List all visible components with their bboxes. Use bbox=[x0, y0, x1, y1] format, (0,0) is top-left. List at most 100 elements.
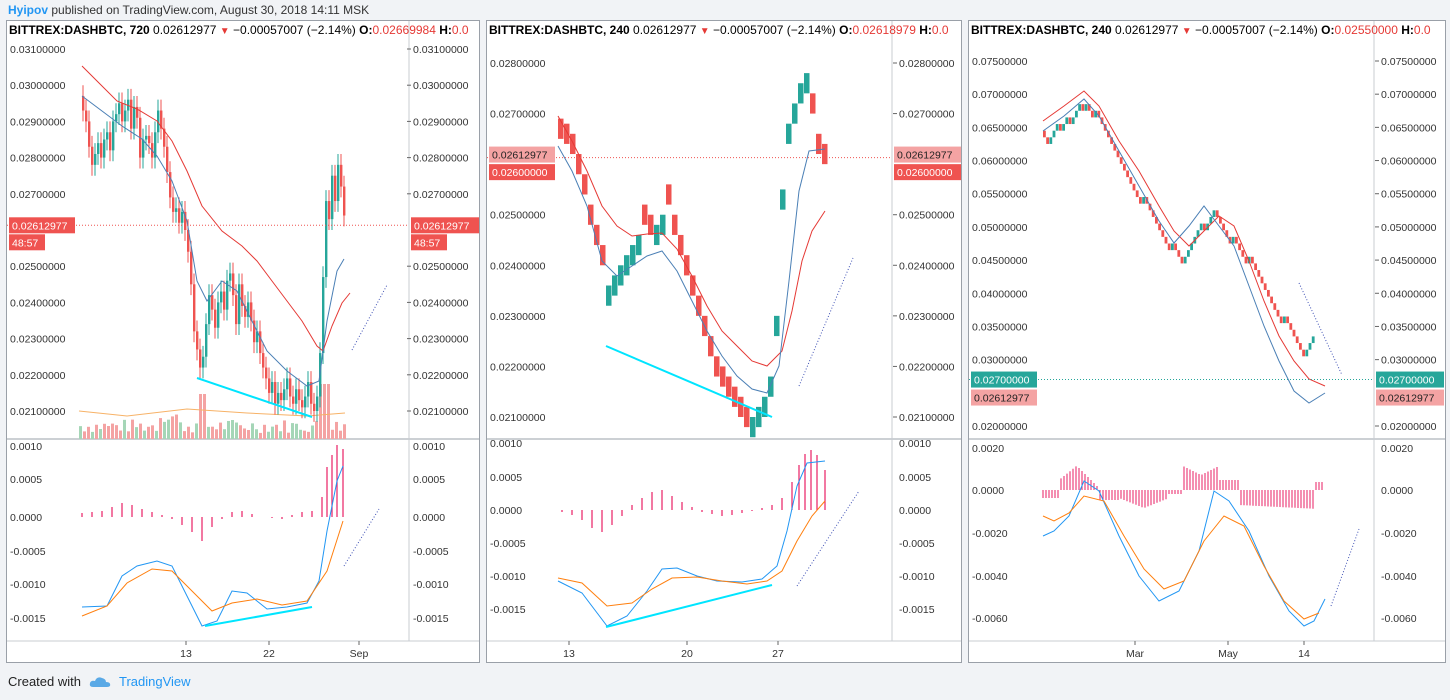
renko-brick bbox=[1270, 296, 1273, 304]
volume-bar bbox=[235, 422, 238, 439]
price-axis-right[interactable]: 0.03100000 0.03000000 0.02900000 0.02800000… bbox=[407, 44, 469, 418]
macd-axis-right[interactable]: 0.0010 0.0005 0.0000 -0.0005 -0.0010 -0.0015 bbox=[413, 441, 449, 625]
macd-tick-left: -0.0005 bbox=[10, 546, 46, 558]
price-tick-left: 0.04000000 bbox=[972, 288, 1028, 300]
time-axis[interactable]: 13 22 Sep bbox=[180, 641, 368, 660]
renko-brick bbox=[558, 118, 564, 139]
timer-badge-left-text: 48:57 bbox=[12, 237, 38, 249]
renko-brick bbox=[1052, 130, 1056, 138]
candle-body bbox=[256, 331, 259, 343]
macd-axis-right[interactable]: 0.0020 0.0000 -0.0020 -0.0040 -0.0060 bbox=[1381, 443, 1417, 625]
volume-bar bbox=[175, 414, 178, 439]
price-tick-right: 0.02500000 bbox=[899, 210, 955, 222]
price-tick-left: 0.02400000 bbox=[490, 260, 546, 272]
renko-brick bbox=[1126, 170, 1129, 178]
open-value: 0.02618979 bbox=[852, 23, 916, 37]
renko-brick bbox=[1081, 104, 1085, 111]
renko-brick bbox=[1167, 243, 1171, 251]
macd-tick-left: 0.0010 bbox=[490, 438, 522, 450]
volume-bar bbox=[211, 426, 214, 439]
price-divergence-line bbox=[605, 345, 773, 418]
renko-brick bbox=[630, 245, 636, 266]
volume-bar bbox=[155, 430, 158, 439]
candle-body bbox=[121, 103, 124, 122]
symbol-label[interactable]: BITTREX:DASHBTC, 720 bbox=[9, 23, 150, 37]
price-tick-left: 0.07000000 bbox=[972, 89, 1028, 101]
time-tick: 27 bbox=[772, 648, 784, 660]
macd-tick-left: 0.0000 bbox=[972, 485, 1004, 497]
price-projection-arrow bbox=[798, 257, 854, 387]
volume-bar bbox=[283, 420, 286, 439]
price-badge-right-text: 0.02612977 bbox=[1379, 393, 1435, 405]
price-tick-right: 0.02500000 bbox=[413, 261, 469, 273]
candle-body bbox=[178, 208, 181, 223]
price-badge-right-text: 0.02612977 bbox=[897, 150, 953, 162]
renko-brick bbox=[1059, 124, 1062, 131]
chart-canvas[interactable]: 0.02800000 0.02700000 0.02500000 0.02400000… bbox=[487, 21, 962, 663]
macd-tick-left: -0.0010 bbox=[10, 579, 46, 591]
renko-brick bbox=[1302, 349, 1305, 357]
candle-body bbox=[169, 172, 172, 198]
volume-bar bbox=[327, 384, 330, 439]
renko-brick bbox=[1151, 210, 1155, 217]
price-badge-left-bg bbox=[9, 217, 75, 234]
candle-body bbox=[148, 135, 151, 144]
renko-brick bbox=[786, 123, 792, 144]
high-label: H: bbox=[919, 23, 932, 37]
level-badge-right-bg bbox=[1376, 371, 1444, 388]
signal-line bbox=[1042, 495, 1320, 620]
open-label: O: bbox=[359, 23, 373, 37]
high-value: 0.0 bbox=[451, 23, 469, 37]
renko-brick bbox=[1260, 276, 1264, 284]
renko-brick bbox=[1164, 236, 1168, 244]
candle-body bbox=[238, 284, 241, 325]
renko-brick bbox=[1292, 329, 1296, 337]
renko-brick bbox=[1129, 177, 1133, 184]
macd-indicator bbox=[1042, 466, 1326, 627]
renko-brick bbox=[714, 356, 720, 377]
chart-panel-3[interactable]: BITTREX:DASHBTC, 240 0.02612977 ▼ −0.000… bbox=[968, 20, 1446, 663]
chart-panel-1[interactable]: BITTREX:DASHBTC, 720 0.02612977 ▼ −0.000… bbox=[6, 20, 480, 663]
macd-axis-right[interactable]: 0.0010 0.0005 0.0000 -0.0005 -0.0010 -0.0015 bbox=[899, 438, 935, 616]
volume-bar bbox=[119, 430, 122, 439]
price-axis-right[interactable]: 0.07500000 0.07000000 0.06500000 0.06000000… bbox=[1375, 56, 1437, 433]
price-tick-left: 0.05500000 bbox=[972, 189, 1028, 201]
macd-projection-arrow bbox=[796, 490, 860, 587]
macd-axis-left: 0.0020 0.0000 -0.0020 -0.0040 -0.0060 bbox=[972, 443, 1008, 625]
timer-badge-right-text: 48:57 bbox=[414, 237, 440, 249]
price-tick-right: 0.03500000 bbox=[1381, 321, 1437, 333]
renko-brick bbox=[606, 285, 612, 306]
symbol-label[interactable]: BITTREX:DASHBTC, 240 bbox=[971, 23, 1112, 37]
last-price: 0.02612977 bbox=[1115, 23, 1179, 37]
renko-brick bbox=[1241, 250, 1245, 257]
renko-brick bbox=[1251, 256, 1254, 264]
candle-body bbox=[340, 164, 343, 187]
author-link[interactable]: Hyipov bbox=[8, 3, 49, 17]
time-axis[interactable]: 13 20 27 bbox=[563, 641, 784, 660]
renko-brick bbox=[1071, 117, 1075, 125]
volume-bars bbox=[78, 384, 346, 439]
volume-bar bbox=[143, 430, 146, 439]
price-tick-right: 0.02700000 bbox=[413, 189, 469, 201]
renko-brick bbox=[1110, 137, 1113, 144]
volume-bar bbox=[127, 431, 130, 439]
time-axis[interactable]: Mar May 14 bbox=[1126, 641, 1310, 660]
renko-brick bbox=[1283, 316, 1286, 324]
chart-panel-2[interactable]: BITTREX:DASHBTC, 240 0.02612977 ▼ −0.000… bbox=[486, 20, 962, 663]
candle-body bbox=[160, 110, 163, 129]
candle-body bbox=[268, 378, 271, 393]
price-badge-left-text: 0.02612977 bbox=[492, 150, 548, 162]
candle-body bbox=[289, 378, 292, 397]
macd-tick-left: 0.0005 bbox=[10, 474, 42, 486]
symbol-label[interactable]: BITTREX:DASHBTC, 240 bbox=[489, 23, 630, 37]
price-axis-right[interactable]: 0.02800000 0.02700000 0.02500000 0.02400000… bbox=[893, 58, 955, 424]
volume-bar bbox=[111, 423, 114, 439]
renko-brick bbox=[1289, 323, 1293, 330]
candle-body bbox=[145, 135, 148, 140]
tradingview-link[interactable]: TradingView bbox=[118, 674, 191, 689]
created-with-text: Created with bbox=[8, 674, 81, 689]
price-tick-left: 0.02100000 bbox=[10, 406, 66, 418]
chart-canvas[interactable]: 0.07500000 0.07000000 0.06500000 0.06000000… bbox=[969, 21, 1446, 663]
renko-brick bbox=[1155, 216, 1158, 224]
chart-canvas[interactable]: 0.03100000 0.03000000 0.02900000 0.02800000… bbox=[7, 21, 480, 663]
